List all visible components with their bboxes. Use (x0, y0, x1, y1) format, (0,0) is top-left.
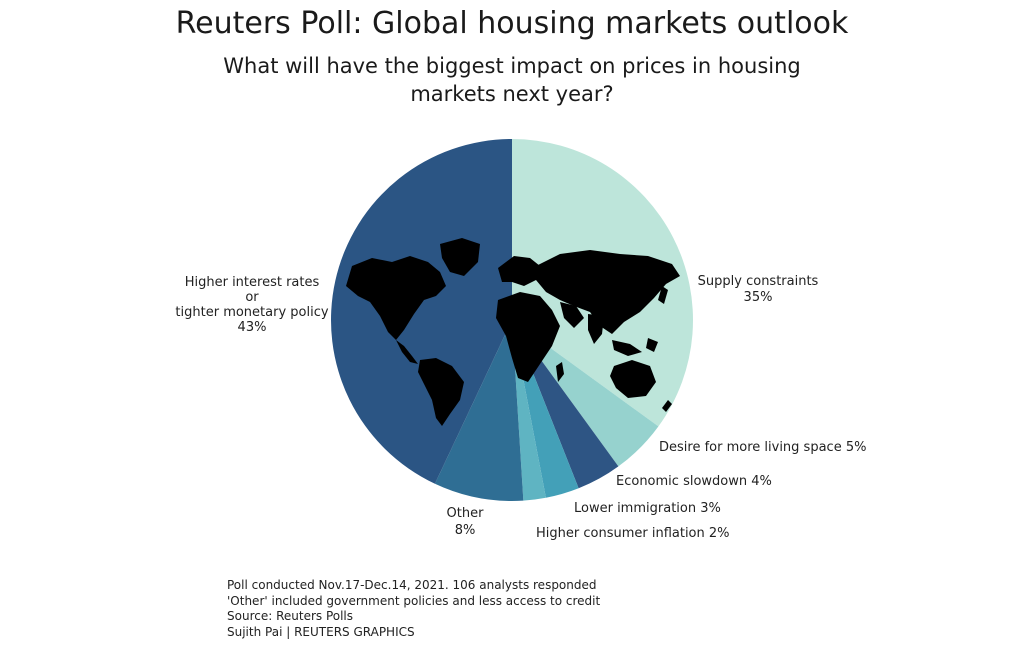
slice-labels: Supply constraints 35% Desire for more liv… (175, 274, 866, 541)
footer-credit: Sujith Pai | REUTERS GRAPHICS (227, 624, 415, 639)
slice-label: Economic slowdown 4% (616, 474, 772, 489)
slice-label: Lower immigration 3% (574, 501, 721, 516)
slice-label: Desire for more living space 5% (659, 440, 866, 455)
pie-slice (512, 320, 659, 467)
slice-label: Higher consumer inflation 2% (536, 526, 730, 541)
world-map-illustration (346, 238, 680, 426)
pie-slice (434, 320, 524, 501)
chart-subtitle: What will have the biggest impact on pri… (223, 54, 801, 106)
slice-label: Supply constraints 35% (698, 274, 819, 305)
pie-slice (331, 139, 512, 484)
footer-poll-note: Poll conducted Nov.17-Dec.14, 2021. 106 … (227, 578, 597, 592)
footer-source: Source: Reuters Polls (227, 609, 354, 623)
chart-footer: Poll conducted Nov.17-Dec.14, 2021. 106 … (227, 578, 600, 640)
slice-label: Higher interest rates or tighter monetary … (175, 275, 328, 335)
footer-other-note: 'Other' included government policies and… (227, 593, 601, 608)
slice-label: Other 8% (447, 506, 485, 538)
chart-title: Reuters Poll: Global housing markets out… (175, 6, 849, 41)
